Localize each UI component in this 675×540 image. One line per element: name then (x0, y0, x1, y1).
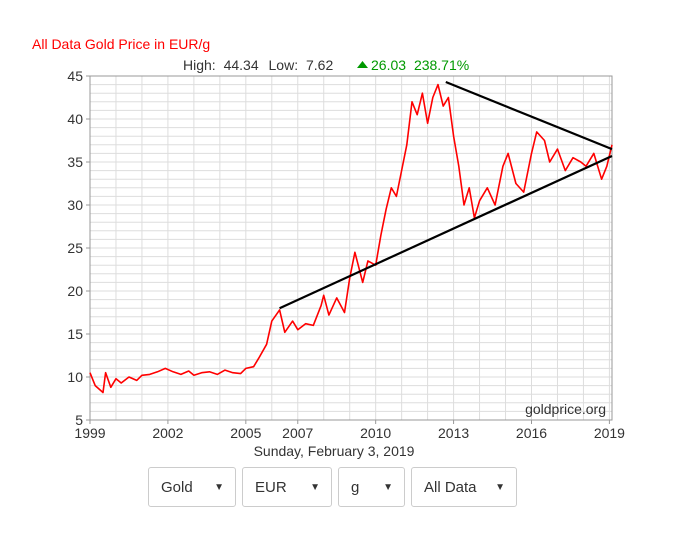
y-tick-label: 5 (75, 412, 83, 428)
high-value: 44.34 (224, 57, 259, 73)
change-percent: 238.71% (414, 57, 469, 73)
x-tick-label: 2002 (152, 425, 183, 441)
low-label: Low: (269, 57, 299, 73)
triangle-down-icon: ▼ (495, 481, 505, 493)
trendline (279, 154, 613, 310)
metal-select[interactable]: Gold ▼ (148, 467, 236, 507)
currency-select[interactable]: EUR ▼ (242, 467, 332, 507)
unit-select-value: g (351, 478, 360, 496)
triangle-up-icon (357, 61, 368, 68)
stats-line: High: 44.34 Low: 7.62 (183, 57, 333, 73)
trendlines (279, 80, 613, 310)
unit-select[interactable]: g ▼ (338, 467, 405, 507)
x-tick-label: 2019 (594, 425, 625, 441)
watermark: goldprice.org (525, 401, 606, 417)
x-tick-label: 2013 (438, 425, 469, 441)
y-axis: 5 10 15 20 25 30 35 40 45 (67, 68, 90, 428)
y-tick-label: 35 (67, 154, 83, 170)
y-tick-label: 15 (67, 326, 83, 342)
x-axis: 1999 2002 2005 2007 2010 2013 2016 2019 (74, 420, 625, 441)
trendline (445, 80, 613, 151)
high-label: High: (183, 57, 216, 73)
series-line (89, 83, 613, 394)
chart-title: All Data Gold Price in EUR/g (32, 36, 210, 52)
y-tick-label: 30 (67, 197, 83, 213)
controls-bar: Gold ▼ EUR ▼ g ▼ All Data ▼ (148, 467, 517, 507)
y-tick-label: 10 (67, 369, 83, 385)
triangle-down-icon: ▼ (310, 481, 320, 493)
chart: All Data Gold Price in EUR/g High: 44.34… (32, 36, 625, 459)
triangle-down-icon: ▼ (383, 481, 393, 493)
y-tick-label: 25 (67, 240, 83, 256)
x-tick-label: 2005 (230, 425, 261, 441)
change-text: 26.03 238.71% (371, 57, 469, 73)
change-value: 26.03 (371, 57, 406, 73)
low-value: 7.62 (306, 57, 333, 73)
chart-grid (89, 75, 612, 421)
y-tick-label: 45 (67, 68, 83, 84)
x-tick-label: 2010 (360, 425, 391, 441)
currency-select-value: EUR (255, 478, 287, 496)
x-tick-label: 1999 (74, 425, 105, 441)
date-label: Sunday, February 3, 2019 (254, 443, 415, 459)
x-tick-label: 2007 (282, 425, 313, 441)
x-tick-label: 2016 (516, 425, 547, 441)
triangle-down-icon: ▼ (214, 481, 224, 493)
range-select[interactable]: All Data ▼ (411, 467, 517, 507)
metal-select-value: Gold (161, 478, 193, 496)
y-tick-label: 40 (67, 111, 83, 127)
range-select-value: All Data (424, 478, 477, 496)
y-tick-label: 20 (67, 283, 83, 299)
